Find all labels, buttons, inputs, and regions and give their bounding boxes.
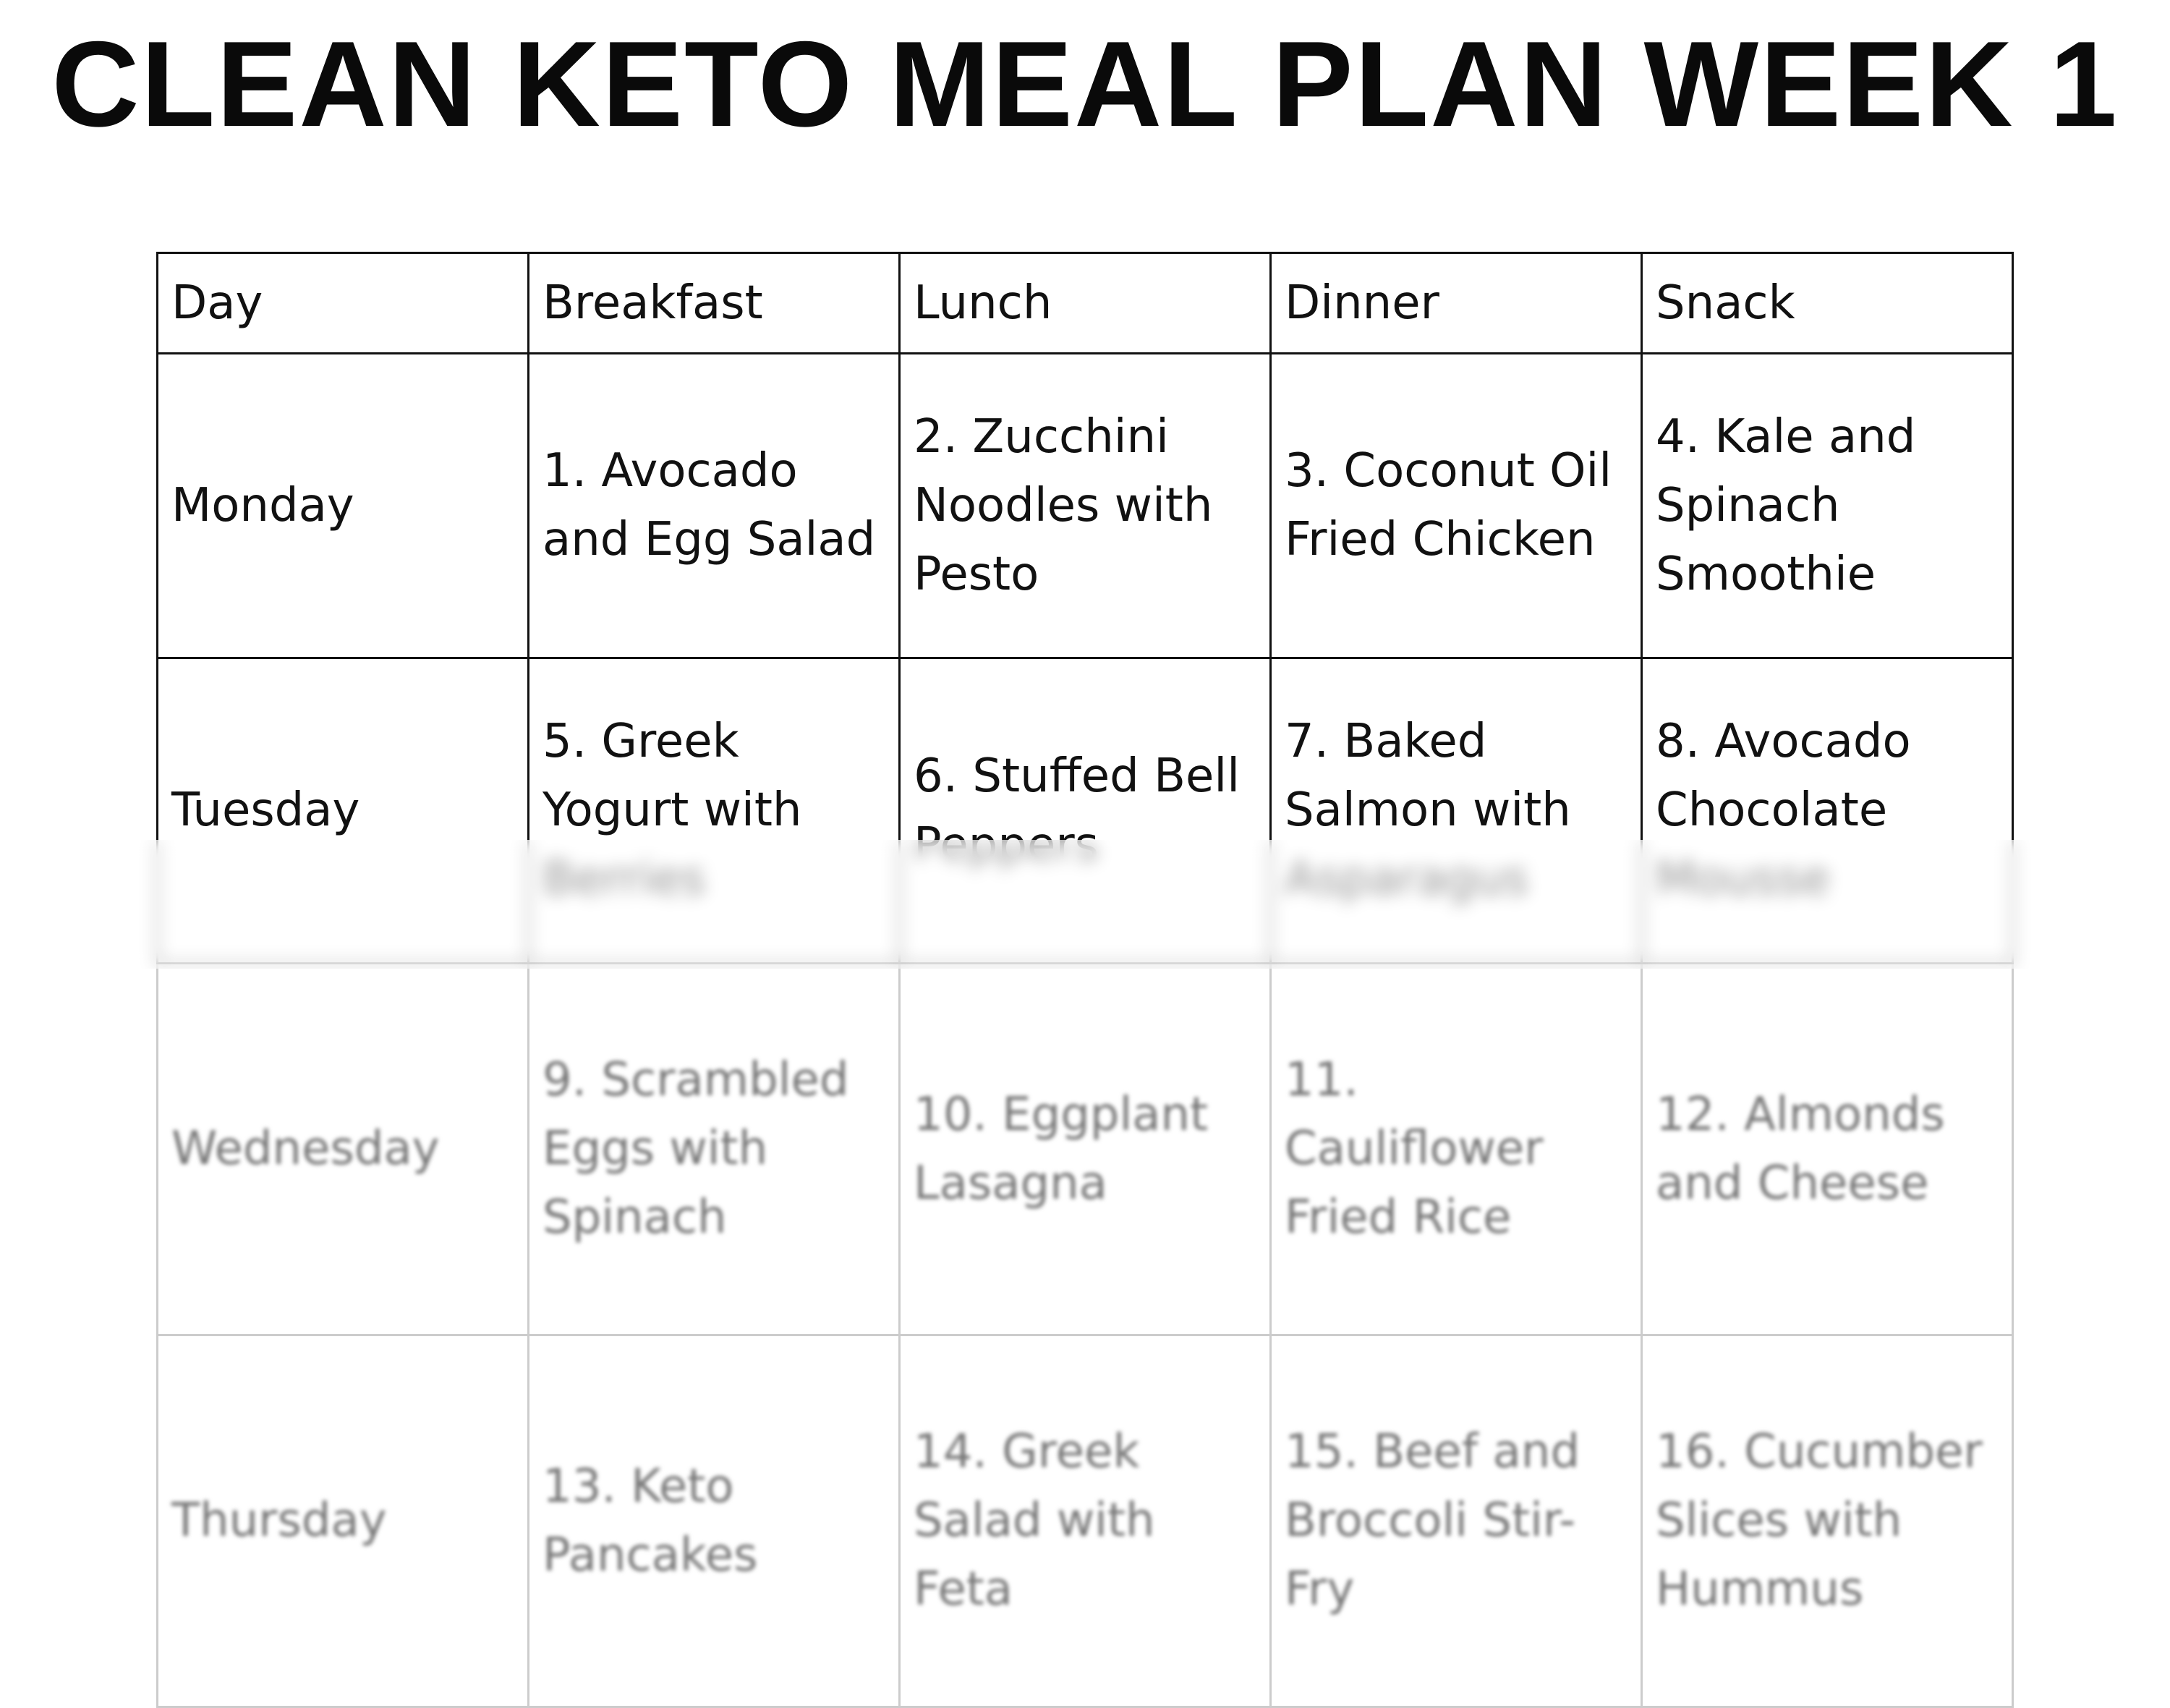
snack-cell: 16. Cucumber Slices with Hummus bbox=[1641, 1334, 2014, 1708]
breakfast-cell: 1. Avocado and Egg Salad bbox=[527, 352, 901, 659]
lunch-cell: 2. Zucchini Noodles with Pesto bbox=[898, 352, 1272, 659]
header-day: Day bbox=[156, 252, 529, 354]
table-row: Monday 1. Avocado and Egg Salad 2. Zucch… bbox=[156, 352, 2014, 659]
table-row: Wednesday 9. Scrambled Eggs with Spinach… bbox=[156, 962, 2014, 1336]
header-lunch: Lunch bbox=[898, 252, 1272, 354]
day-cell: Wednesday bbox=[156, 962, 529, 1336]
breakfast-cell: 13. Keto Pancakes bbox=[527, 1334, 901, 1708]
lunch-cell: 14. Greek Salad with Feta bbox=[898, 1334, 1272, 1708]
dinner-cell: 15. Beef and Broccoli Stir-Fry bbox=[1269, 1334, 1643, 1708]
table-header-row: Day Breakfast Lunch Dinner Snack bbox=[156, 252, 2014, 354]
page-title: CLEAN KETO MEAL PLAN WEEK 1 bbox=[51, 16, 2119, 152]
lunch-cell: 10. Eggplant Lasagna bbox=[898, 962, 1272, 1336]
dinner-cell: 3. Coconut Oil Fried Chicken bbox=[1269, 352, 1643, 659]
blur-overlay bbox=[0, 840, 2170, 969]
snack-cell: 4. Kale and Spinach Smoothie bbox=[1641, 352, 2014, 659]
day-cell: Monday bbox=[156, 352, 529, 659]
snack-cell: 12. Almonds and Cheese bbox=[1641, 962, 2014, 1336]
meal-plan-table: Day Breakfast Lunch Dinner Snack Monday … bbox=[156, 252, 2014, 1708]
header-breakfast: Breakfast bbox=[527, 252, 901, 354]
table-row: Thursday 13. Keto Pancakes 14. Greek Sal… bbox=[156, 1334, 2014, 1708]
header-snack: Snack bbox=[1641, 252, 2014, 354]
header-dinner: Dinner bbox=[1269, 252, 1643, 354]
day-cell: Thursday bbox=[156, 1334, 529, 1708]
dinner-cell: 11. Cauliflower Fried Rice bbox=[1269, 962, 1643, 1336]
breakfast-cell: 9. Scrambled Eggs with Spinach bbox=[527, 962, 901, 1336]
